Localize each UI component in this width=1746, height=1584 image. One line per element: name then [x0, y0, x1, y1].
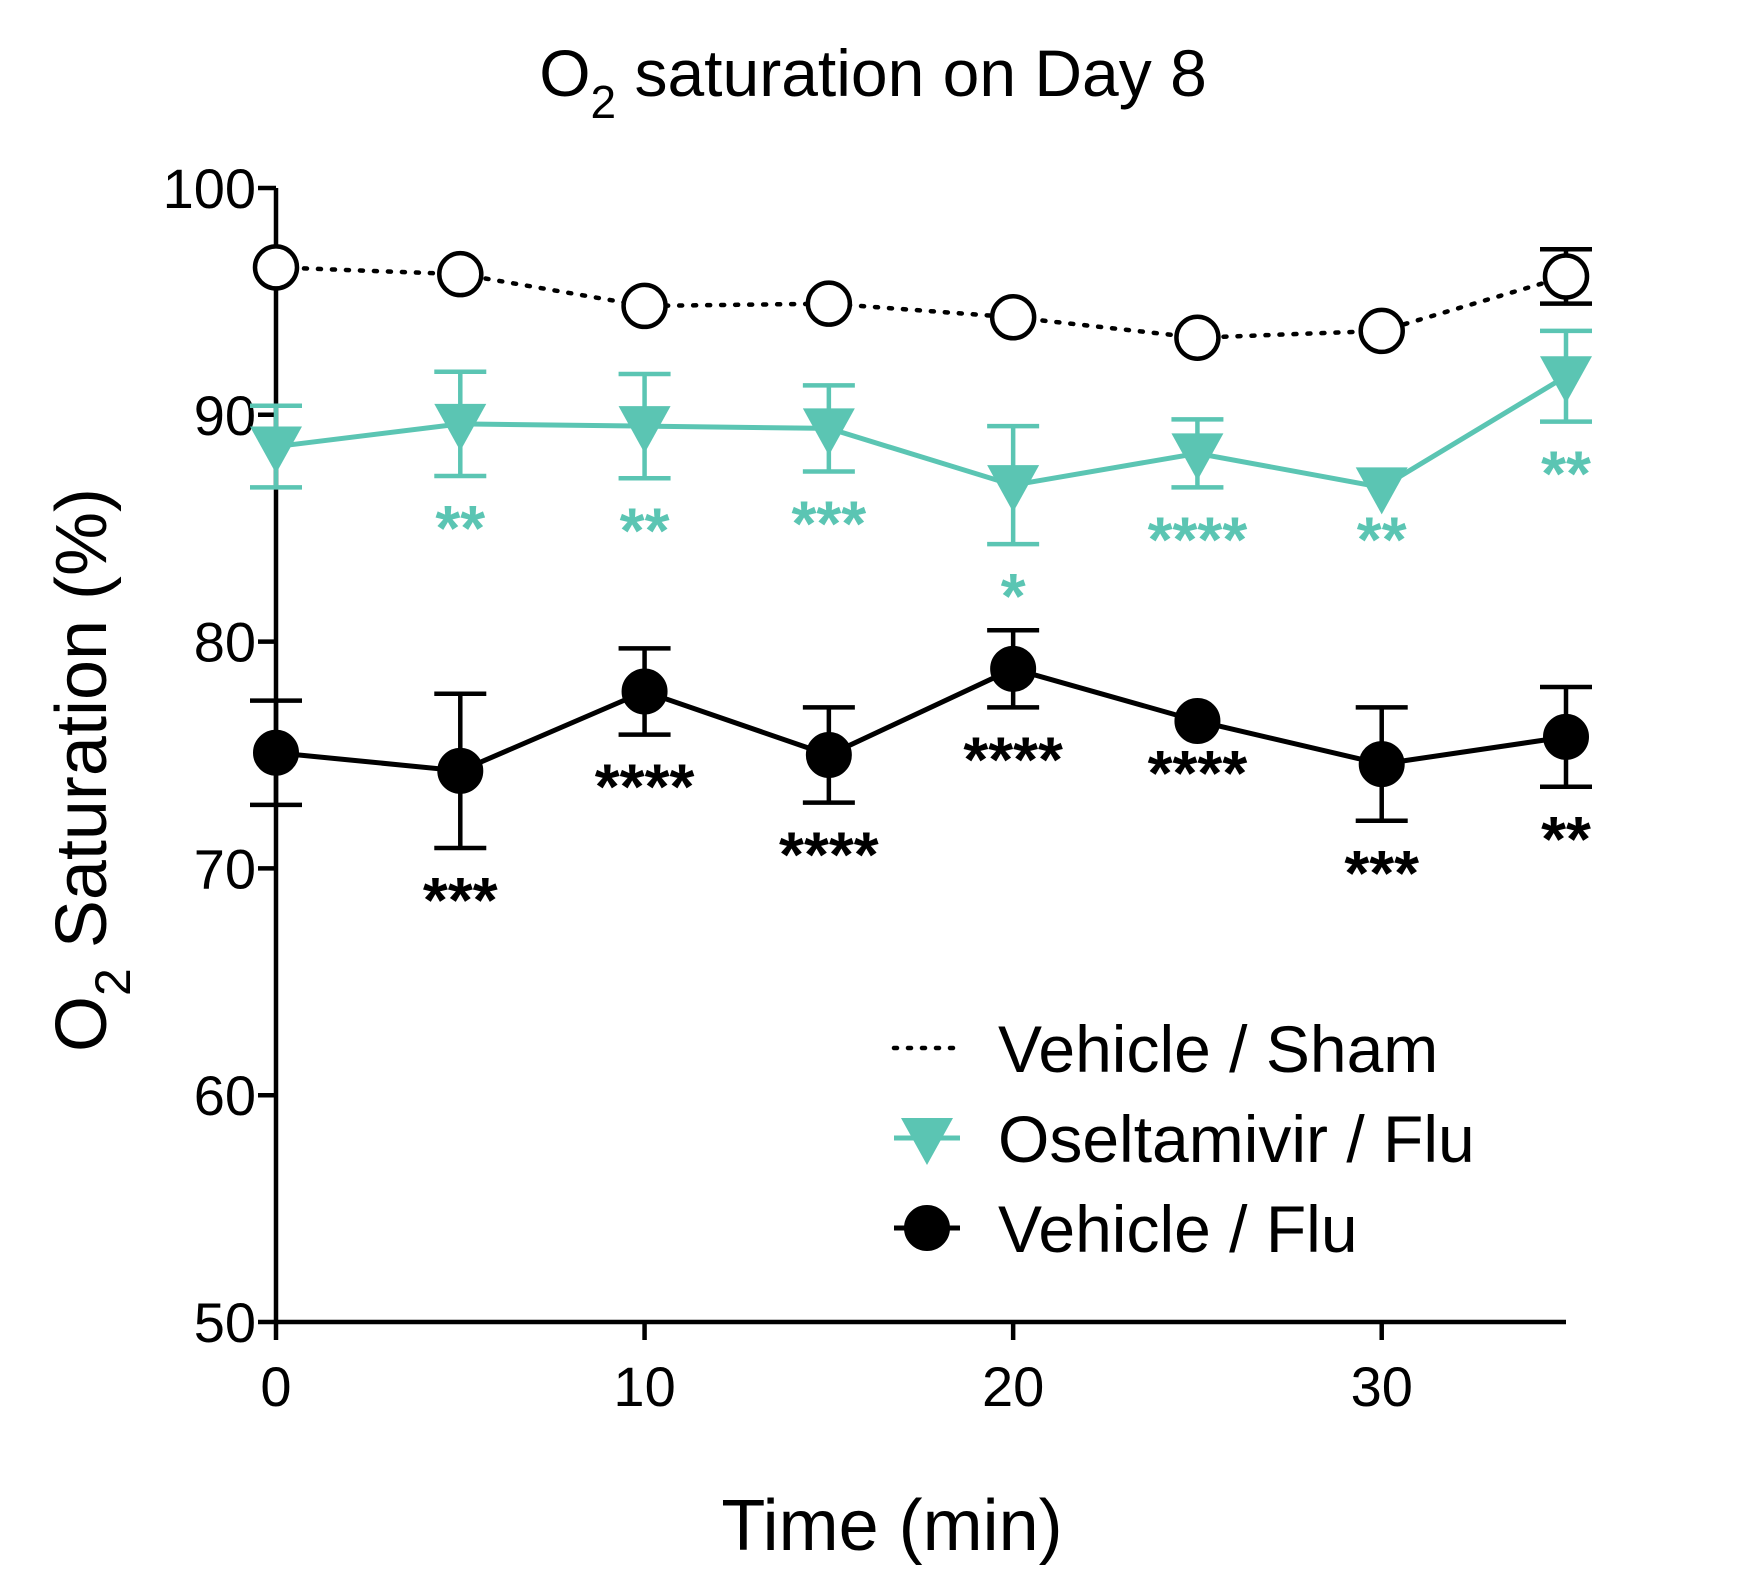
legend-label: Oseltamivir / Flu: [998, 1102, 1475, 1176]
plot-series: *************** ******* **** ** ******** ****: [250, 244, 1592, 936]
significance-annotation: ***: [423, 864, 498, 936]
x-tick-label: 10: [613, 1355, 675, 1418]
significance-annotation: *: [1001, 560, 1026, 632]
data-point-triangle: [802, 408, 855, 456]
data-point-open-circle: [989, 294, 1037, 341]
significance-annotation: **: [1541, 803, 1591, 875]
data-point-filled-circle: [1543, 713, 1589, 760]
legend-label: Vehicle / Sham: [998, 1012, 1438, 1086]
data-point-open-circle: [621, 282, 668, 330]
data-point-filled-circle: [805, 732, 852, 778]
significance-annotation: ****: [1148, 503, 1248, 575]
data-point-filled-circle: [437, 747, 484, 794]
legend-label: Vehicle / Flu: [998, 1192, 1358, 1266]
data-point-filled-circle: [1358, 741, 1405, 788]
data-point-filled-circle: [990, 645, 1037, 692]
y-tick-label: 60: [194, 1064, 256, 1127]
data-point-triangle: [901, 1118, 953, 1165]
axis-ticks: 50 60 70 80 90 100 0 10 20 30: [163, 157, 1413, 1418]
y-tick-label: 90: [194, 384, 256, 447]
x-axis-label: Time (min): [721, 1486, 1062, 1566]
x-tick-label: 30: [1351, 1355, 1413, 1418]
series-0: [252, 244, 1592, 361]
significance-annotation: **: [620, 494, 670, 566]
series-line: [273, 265, 1569, 340]
y-tick-label: 70: [194, 837, 256, 900]
data-point-open-circle: [1174, 314, 1221, 361]
data-point-open-circle: [1358, 307, 1405, 355]
legend-item: Vehicle / Sham: [891, 1012, 1438, 1086]
significance-annotation: ***: [791, 488, 866, 560]
series-2: *************** ******* **: [250, 628, 1592, 936]
data-point-triangle: [987, 465, 1040, 513]
y-tick-label: 50: [194, 1291, 256, 1354]
data-point-filled-circle: [621, 668, 668, 715]
x-tick-label: 0: [260, 1355, 291, 1418]
significance-annotation: **: [435, 492, 485, 564]
data-point-triangle: [250, 426, 302, 474]
data-point-triangle: [434, 403, 487, 451]
significance-annotation: **: [1357, 503, 1407, 575]
series-line: [275, 666, 1567, 774]
data-point-filled-circle: [1174, 697, 1221, 744]
data-point-triangle: [1540, 356, 1592, 404]
y-tick-label: 100: [163, 157, 256, 220]
significance-annotation: **: [1541, 438, 1591, 510]
legend: Vehicle / Sham Oseltamivir / Flu Vehicle /…: [891, 1012, 1475, 1266]
data-point-filled-circle: [904, 1205, 950, 1251]
significance-annotation: ****: [595, 751, 695, 823]
significance-annotation: ****: [963, 723, 1063, 795]
data-point-triangle: [618, 406, 671, 454]
data-point-open-circle: [437, 250, 484, 298]
series-1: ** ** ******** ****: [250, 328, 1592, 632]
data-point-filled-circle: [253, 729, 299, 776]
significance-annotation: ****: [1148, 737, 1248, 809]
series-line: [275, 374, 1568, 491]
data-point-triangle: [1171, 433, 1224, 481]
y-tick-label: 80: [194, 611, 256, 674]
legend-item: Vehicle / Flu: [894, 1192, 1358, 1266]
data-point-open-circle: [1542, 253, 1590, 300]
y-axis-label: O2 Saturation (%): [42, 488, 141, 1052]
significance-annotation: ****: [779, 819, 879, 891]
data-point-open-circle: [805, 280, 853, 327]
data-point-triangle: [1355, 467, 1408, 515]
legend-item: Oseltamivir / Flu: [894, 1102, 1475, 1176]
chart-title: O2 saturation on Day 8: [539, 36, 1207, 128]
x-tick-label: 20: [982, 1355, 1044, 1418]
significance-annotation: ***: [1344, 837, 1419, 909]
data-point-open-circle: [252, 244, 300, 291]
